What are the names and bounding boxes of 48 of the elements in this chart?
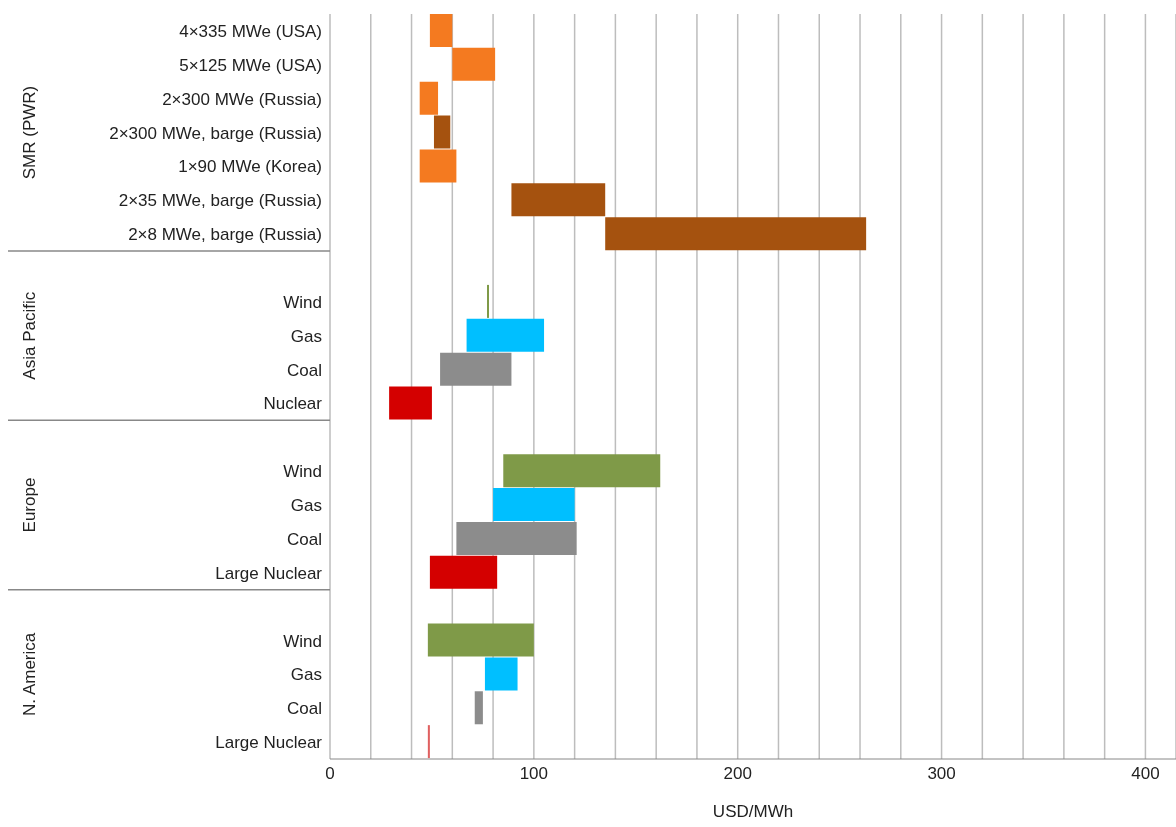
x-tick-label: 200 <box>723 764 752 784</box>
y-tick-label: Gas <box>290 496 322 516</box>
bar <box>452 47 496 81</box>
bar <box>511 183 606 217</box>
y-tick-label: 1×90 MWe (Korea) <box>178 157 322 177</box>
y-tick-label: Gas <box>290 326 322 346</box>
x-tick-label: 300 <box>927 764 956 784</box>
y-tick-label: Large Nuclear <box>215 733 323 753</box>
bar <box>474 691 483 725</box>
y-tick-label: 2×35 MWe, barge (Russia) <box>118 191 322 211</box>
y-tick-label: Nuclear <box>263 394 323 414</box>
bar <box>419 149 457 183</box>
y-tick-label: Coal <box>287 699 322 719</box>
x-tick-label: 100 <box>519 764 549 784</box>
bar <box>486 284 490 318</box>
y-tick-label: Coal <box>287 360 322 380</box>
bar <box>427 623 534 657</box>
bar <box>427 725 430 759</box>
bar <box>429 555 498 589</box>
y-tick-label: Large Nuclear <box>215 563 323 583</box>
bar <box>433 115 451 149</box>
bar <box>605 217 867 251</box>
y-tick-label: 2×8 MWe, barge (Russia) <box>128 225 322 245</box>
x-axis-title: USD/MWh <box>712 802 794 821</box>
bar <box>440 352 512 386</box>
y-tick-label: Gas <box>290 665 322 685</box>
y-tick-label: 2×300 MWe (Russia) <box>162 89 322 109</box>
y-tick-label: Wind <box>283 631 322 651</box>
bar <box>503 454 661 488</box>
bar <box>493 488 575 522</box>
y-tick-label: Coal <box>287 529 322 549</box>
text: SMR (PWR) <box>20 85 40 180</box>
text: Europe <box>20 477 40 533</box>
x-tick-label: 0 <box>325 764 335 784</box>
text: N. America <box>20 632 40 716</box>
x-tick-label: 400 <box>1131 764 1160 784</box>
bar <box>389 386 432 420</box>
y-tick-label: Wind <box>283 462 322 482</box>
bar <box>419 81 439 115</box>
bar <box>484 657 518 691</box>
text: Asia Pacific <box>20 291 40 380</box>
y-tick-label: Wind <box>283 292 322 312</box>
y-tick-label: 5×125 MWe (USA) <box>179 55 322 75</box>
bar <box>466 318 545 352</box>
bar <box>429 14 453 47</box>
bar <box>456 521 577 555</box>
y-tick-label: 4×335 MWe (USA) <box>179 21 322 41</box>
y-tick-label: 2×300 MWe, barge (Russia) <box>109 123 322 143</box>
